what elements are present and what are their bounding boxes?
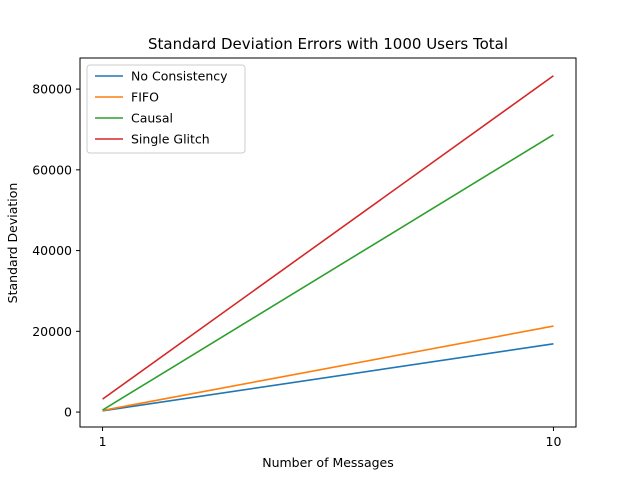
y-axis-title: Standard Deviation bbox=[5, 183, 20, 304]
legend: No Consistency FIFO Causal Single Glitch bbox=[86, 64, 246, 154]
y-tick-label: 80000 bbox=[32, 82, 72, 97]
plot-area bbox=[102, 75, 554, 412]
legend-label-1: FIFO bbox=[131, 90, 159, 105]
y-tick-label: 0 bbox=[64, 405, 72, 420]
x-axis-title: Number of Messages bbox=[262, 455, 394, 470]
y-tick-label: 40000 bbox=[32, 243, 72, 258]
x-tick-label: 10 bbox=[546, 434, 562, 449]
axes-frame bbox=[79, 57, 577, 428]
chart-title: Standard Deviation Errors with 1000 User… bbox=[148, 35, 508, 53]
legend-label-2: Causal bbox=[131, 111, 173, 126]
legend-label-3: Single Glitch bbox=[131, 132, 210, 147]
legend-box bbox=[86, 64, 246, 154]
series-line-2 bbox=[102, 134, 554, 411]
x-tick-label: 1 bbox=[99, 434, 107, 449]
series-line-1 bbox=[102, 325, 554, 412]
y-tick-label: 20000 bbox=[32, 324, 72, 339]
series-line-0 bbox=[102, 343, 554, 412]
x-axis-ticks: 1 10 bbox=[99, 427, 562, 449]
y-axis-ticks: 0 20000 40000 60000 80000 bbox=[32, 82, 80, 420]
series-line-3 bbox=[102, 75, 554, 400]
legend-label-0: No Consistency bbox=[131, 69, 228, 84]
y-tick-label: 60000 bbox=[32, 162, 72, 177]
